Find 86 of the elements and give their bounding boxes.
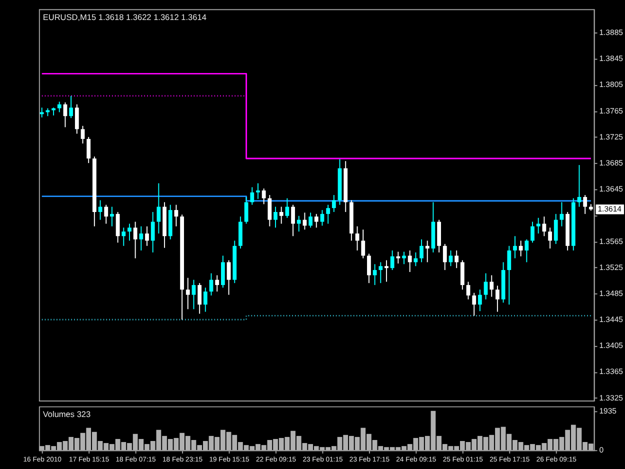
y-tick-label: 1.3405	[599, 341, 623, 350]
y-tick-label: 1935	[599, 406, 616, 416]
y-tick-label: 0	[599, 446, 604, 455]
candlestick	[40, 107, 44, 118]
candlestick	[110, 206, 114, 227]
candlestick	[542, 216, 546, 237]
candlestick	[291, 204, 295, 237]
candlestick	[220, 255, 225, 288]
candlestick	[454, 250, 459, 269]
y-tick-label: 1.3325	[599, 393, 623, 402]
candlestick	[496, 285, 500, 312]
candlestick	[256, 182, 260, 200]
candlestick	[396, 251, 400, 264]
candlestick	[192, 279, 196, 310]
candlestick	[367, 253, 371, 284]
y-tick-label: 1.3485	[599, 288, 623, 298]
y-tick-label: 1.3525	[599, 262, 623, 272]
candlestick	[524, 238, 529, 263]
candlestick	[145, 226, 149, 246]
candlestick	[296, 215, 301, 232]
candlestick	[226, 260, 231, 296]
candlestick	[80, 125, 85, 144]
candlestick	[186, 277, 190, 310]
candlestick	[484, 272, 488, 300]
candlestick	[332, 194, 336, 212]
candlestick	[86, 136, 91, 164]
candlestick	[466, 281, 470, 300]
candlestick	[518, 240, 523, 257]
candlestick	[390, 250, 394, 271]
candlestick	[139, 226, 144, 251]
candlestick	[150, 211, 155, 253]
candlestick	[285, 198, 290, 218]
candlestick	[548, 227, 552, 249]
y-tick-label: 1.3445	[599, 315, 623, 324]
candlestick	[402, 251, 406, 265]
candlestick	[308, 212, 312, 228]
candlestick	[198, 282, 202, 314]
candlestick	[326, 204, 330, 224]
y-tick-label: 1.3645	[599, 184, 623, 194]
candlestick	[378, 262, 383, 284]
candlestick	[536, 217, 540, 234]
candlestick	[104, 204, 108, 224]
candlestick	[320, 210, 324, 226]
candlestick	[583, 194, 588, 214]
y-tick-label: 1.3765	[599, 106, 623, 116]
candlestick	[156, 182, 161, 234]
candlestick	[128, 223, 132, 242]
y-tick-label: 1.3725	[599, 132, 623, 142]
candlestick	[372, 264, 377, 286]
candlestick	[57, 101, 62, 113]
candlestick	[460, 260, 464, 290]
y-tick-label: 1.3805	[599, 80, 623, 90]
candlestick	[274, 206, 278, 228]
candlestick	[74, 104, 79, 134]
candlestick	[122, 227, 126, 246]
y-tick-label: 1.3845	[599, 54, 623, 64]
candlestick	[414, 252, 418, 267]
candlestick	[69, 95, 74, 119]
candlestick	[513, 236, 517, 259]
candlestick	[420, 238, 424, 263]
candlestick	[133, 221, 138, 259]
y-tick-label: 1.3365	[599, 367, 623, 376]
candlestick	[250, 186, 254, 206]
candlestick	[408, 250, 412, 272]
candlestick	[314, 213, 318, 228]
y-tick-label: 1.3565	[599, 236, 623, 246]
candlestick	[507, 245, 512, 306]
candlestick	[384, 260, 388, 282]
candlestick	[425, 240, 430, 263]
candlestick	[262, 188, 266, 205]
y-tick-label: 1.3885	[599, 28, 623, 38]
candlestick	[490, 274, 494, 298]
candlestick	[203, 287, 208, 312]
candlestick	[244, 196, 248, 224]
candlestick	[560, 202, 564, 227]
candlestick	[554, 213, 558, 244]
candlestick	[472, 292, 476, 316]
candlestick	[279, 206, 284, 224]
candlestick	[361, 229, 366, 259]
y-tick-label: 1.3685	[599, 158, 623, 168]
candlestick	[215, 274, 220, 292]
candlestick	[442, 243, 447, 271]
text: 1.3614	[598, 204, 622, 214]
candlestick	[478, 289, 482, 312]
candlestick	[268, 194, 272, 227]
candlestick	[530, 221, 534, 244]
